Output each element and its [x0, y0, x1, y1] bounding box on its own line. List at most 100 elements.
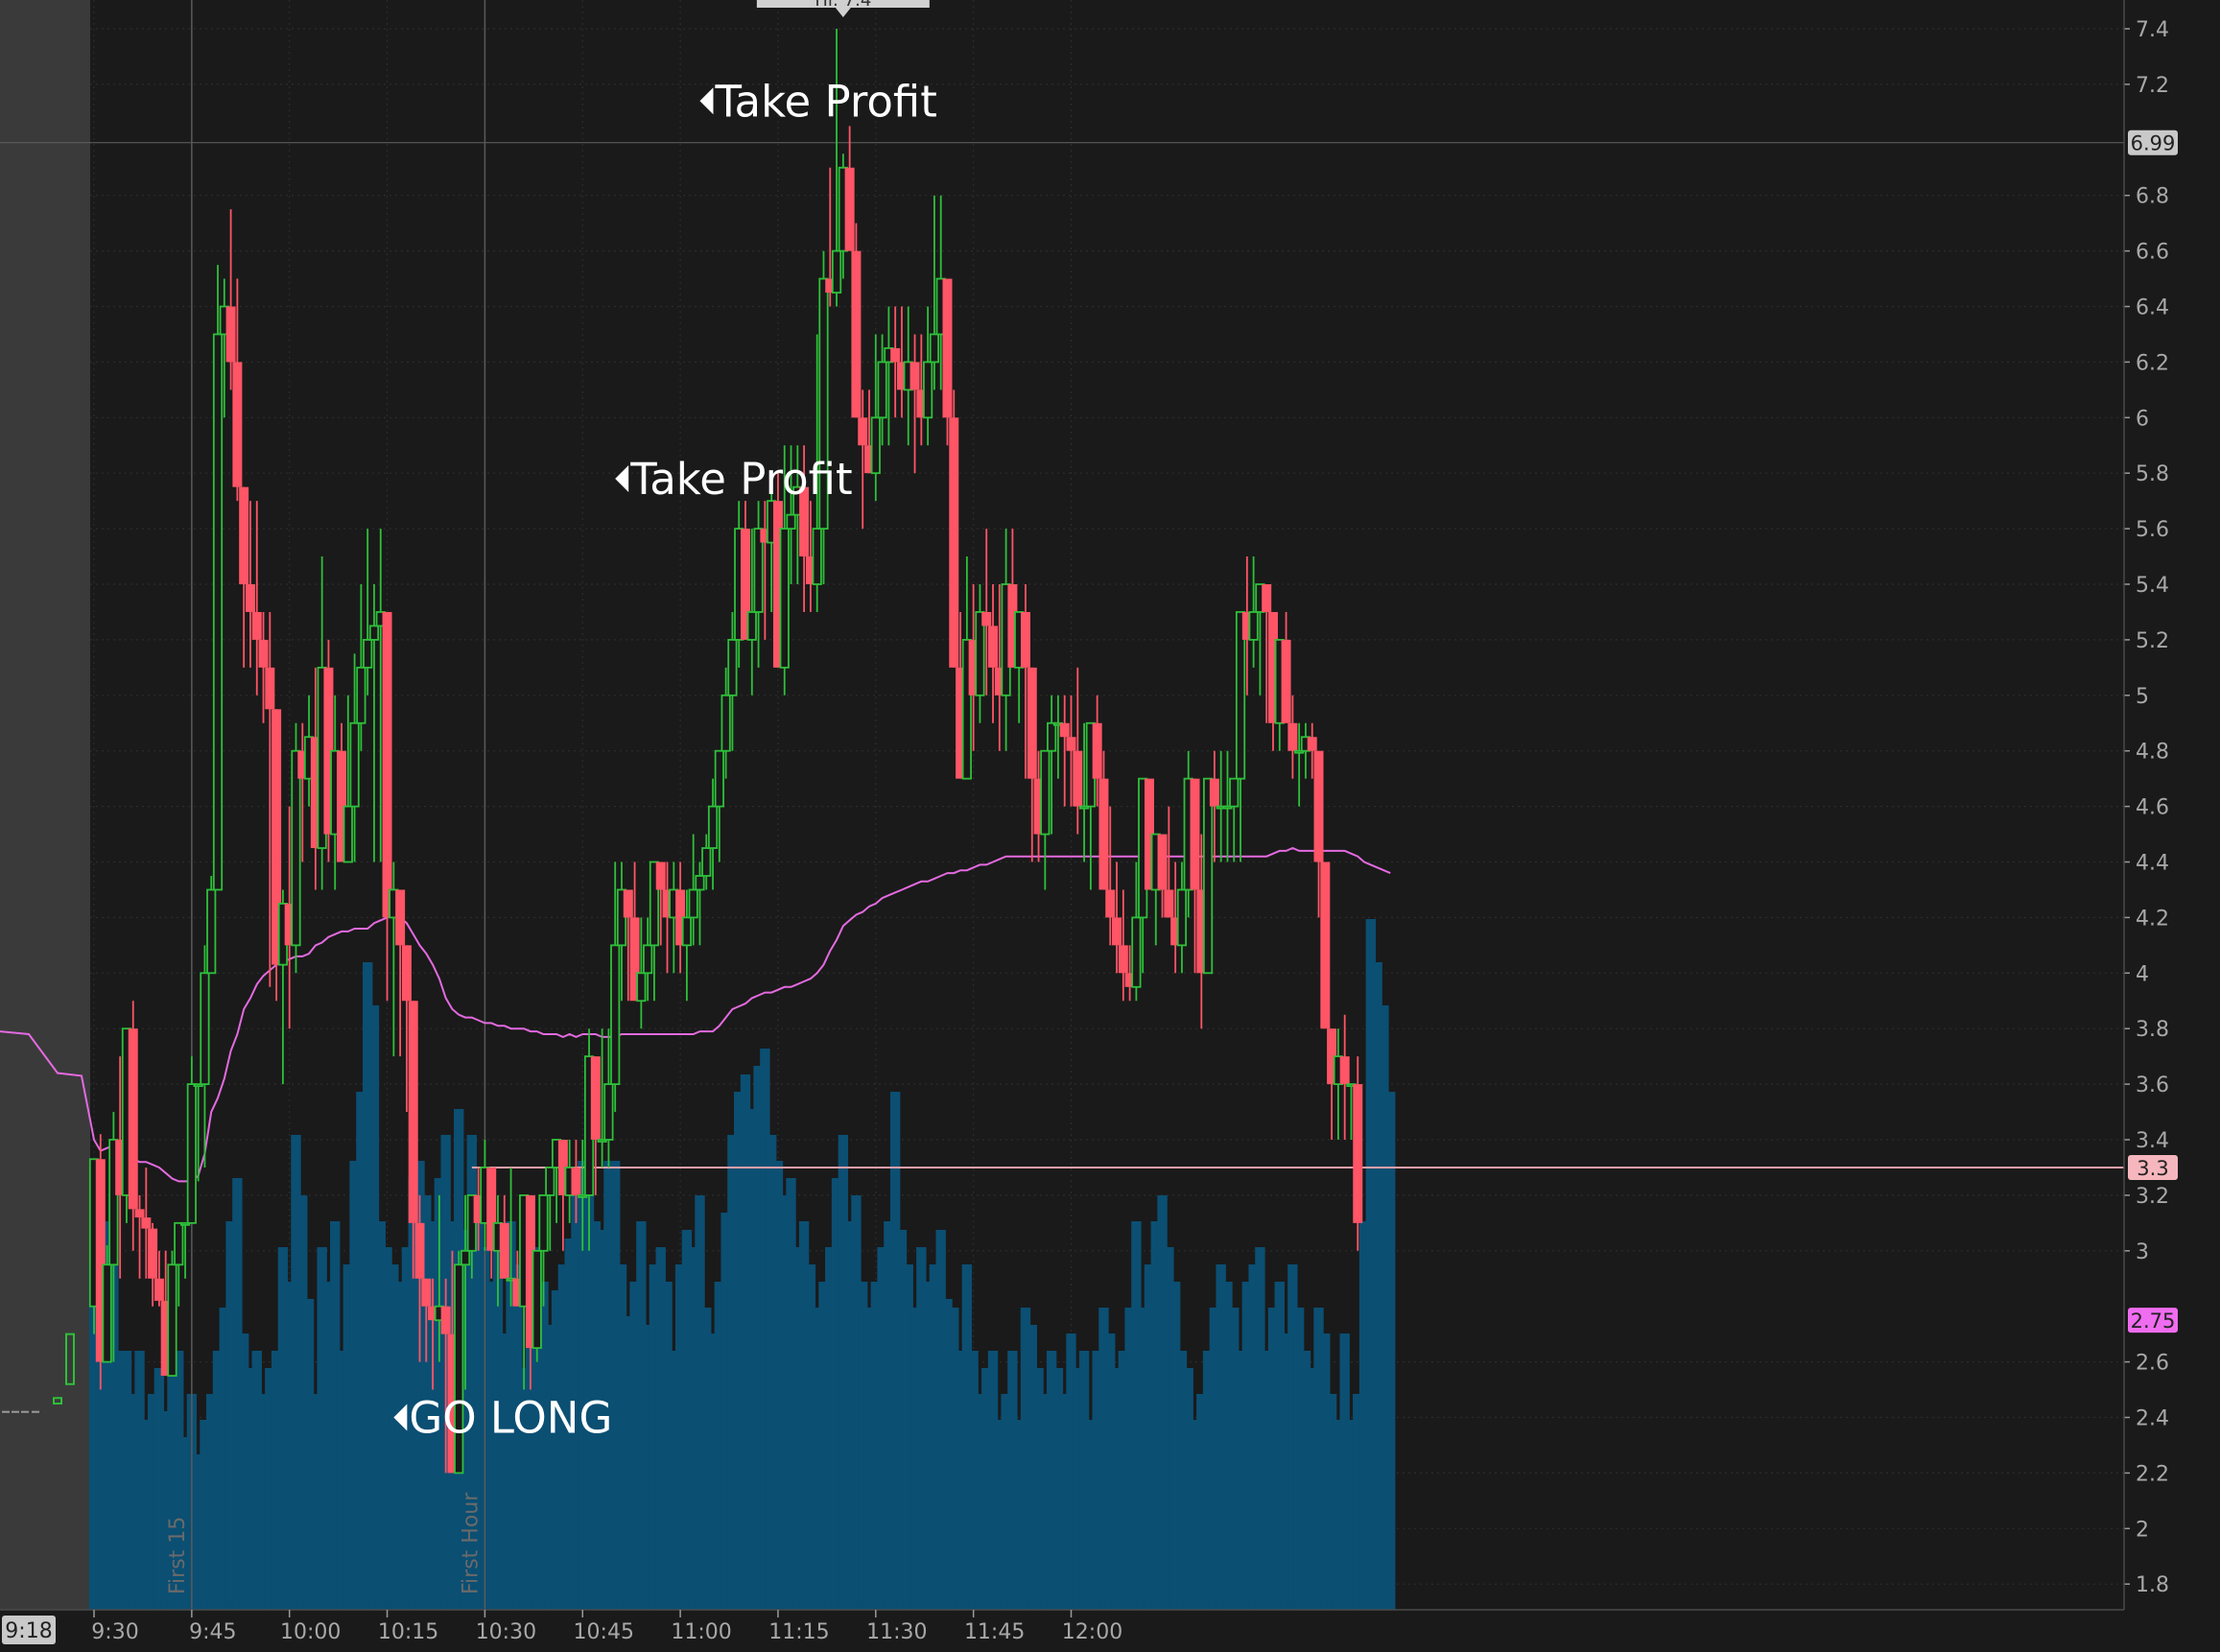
- candle-body-up[interactable]: [1047, 721, 1057, 752]
- candle-body-up[interactable]: [1202, 777, 1214, 975]
- candle-body-down[interactable]: [851, 250, 862, 418]
- candle-body-down[interactable]: [272, 709, 282, 965]
- candle-body-up[interactable]: [818, 277, 829, 530]
- candle-body-down[interactable]: [1353, 1084, 1363, 1223]
- candle-body-down[interactable]: [956, 667, 966, 779]
- candle-body-down[interactable]: [265, 667, 275, 710]
- candle-body-up[interactable]: [538, 1194, 549, 1252]
- candle-body-up[interactable]: [108, 1139, 119, 1266]
- candle-body-up[interactable]: [714, 749, 724, 808]
- candle-body-up[interactable]: [727, 639, 738, 696]
- candle-body-down[interactable]: [251, 611, 262, 640]
- candle-body-up[interactable]: [746, 611, 757, 641]
- candle-body-up[interactable]: [102, 1263, 112, 1363]
- candle-body-down[interactable]: [225, 306, 236, 363]
- candle-body-up[interactable]: [356, 666, 366, 724]
- candle-body-up[interactable]: [1294, 749, 1305, 754]
- candle-body-down[interactable]: [408, 1001, 418, 1223]
- candle-body-down[interactable]: [1073, 750, 1083, 807]
- candle-body-up[interactable]: [870, 416, 881, 475]
- candle-body-up[interactable]: [1040, 749, 1051, 836]
- candle-body-down[interactable]: [323, 667, 334, 835]
- candle-body-up[interactable]: [961, 639, 972, 780]
- candle-body-up[interactable]: [701, 847, 712, 877]
- candle-body-up[interactable]: [603, 1083, 614, 1141]
- candle-body-down[interactable]: [440, 1306, 451, 1334]
- candle-body-up[interactable]: [597, 1139, 607, 1143]
- candle-body-up[interactable]: [779, 528, 790, 669]
- candle-body-up[interactable]: [610, 944, 621, 1085]
- candle-body-up[interactable]: [707, 805, 719, 849]
- candle-body-up[interactable]: [342, 805, 353, 863]
- candle-body-down[interactable]: [428, 1306, 438, 1321]
- candle-body-down[interactable]: [1118, 945, 1128, 974]
- candle-body-down[interactable]: [337, 750, 347, 862]
- candle-body-down[interactable]: [1307, 737, 1317, 751]
- candle-body-down[interactable]: [128, 1028, 138, 1210]
- candle-body-down[interactable]: [896, 362, 907, 390]
- candle-body-up[interactable]: [460, 1249, 471, 1266]
- candle-body-down[interactable]: [284, 903, 295, 946]
- candle-body-down[interactable]: [232, 362, 243, 487]
- candle-body-down[interactable]: [1098, 778, 1109, 890]
- candle-body-down[interactable]: [395, 889, 406, 946]
- candle-body-down[interactable]: [1020, 611, 1030, 668]
- candle-body-down[interactable]: [629, 917, 640, 1002]
- candle-body-down[interactable]: [258, 639, 269, 668]
- candle-body-down[interactable]: [805, 556, 815, 584]
- candle-body-down[interactable]: [148, 1228, 158, 1279]
- candle-body-up[interactable]: [200, 972, 210, 1085]
- candle-body-down[interactable]: [447, 1333, 458, 1474]
- candle-body-down[interactable]: [1164, 889, 1174, 918]
- candle-body-down[interactable]: [297, 750, 308, 779]
- candle-body-up[interactable]: [167, 1263, 177, 1377]
- candle-body-down[interactable]: [994, 667, 1004, 696]
- candle-body-down[interactable]: [154, 1278, 164, 1301]
- candle-body-up[interactable]: [1131, 916, 1142, 988]
- candle-body-up[interactable]: [1248, 611, 1259, 641]
- candle-body-up[interactable]: [174, 1221, 184, 1266]
- candle-body-up[interactable]: [186, 1083, 197, 1224]
- candle-body-down[interactable]: [1066, 737, 1076, 751]
- candle-body-up[interactable]: [291, 749, 301, 947]
- candle-body-down[interactable]: [571, 1167, 581, 1195]
- candle-body-down[interactable]: [1313, 750, 1324, 862]
- candle-body-down[interactable]: [825, 278, 836, 294]
- candle-body-down[interactable]: [95, 1159, 106, 1362]
- candle-body-down[interactable]: [1059, 722, 1070, 738]
- candle-body-down[interactable]: [772, 501, 783, 668]
- candle-body-down[interactable]: [1287, 722, 1298, 751]
- candle-body-down[interactable]: [1339, 1056, 1350, 1085]
- candle-body-down[interactable]: [1190, 778, 1200, 890]
- candle-body-down[interactable]: [1267, 611, 1278, 723]
- candle-body-down[interactable]: [1144, 778, 1154, 890]
- candle-body-down[interactable]: [473, 1194, 484, 1223]
- candle-body-down[interactable]: [1007, 584, 1018, 668]
- candle-body-up[interactable]: [1176, 888, 1188, 947]
- candle-body-up[interactable]: [695, 875, 705, 891]
- candle-body-down[interactable]: [864, 445, 875, 474]
- candle-body-up[interactable]: [929, 333, 940, 364]
- candle-body-down[interactable]: [115, 1140, 126, 1195]
- candle-body-up[interactable]: [1229, 777, 1240, 808]
- candle-body-up[interactable]: [454, 1263, 464, 1475]
- candle-body-up[interactable]: [649, 861, 660, 947]
- candle-body-down[interactable]: [858, 417, 868, 446]
- candle-body-down[interactable]: [134, 1209, 145, 1218]
- candle-body-down[interactable]: [525, 1194, 535, 1349]
- candle-body-down[interactable]: [844, 167, 855, 251]
- candle-body-down[interactable]: [981, 611, 992, 626]
- candle-body-down[interactable]: [1112, 917, 1122, 946]
- candle-body-up[interactable]: [688, 888, 698, 919]
- candle-body-down[interactable]: [799, 486, 810, 557]
- candle-body-down[interactable]: [382, 611, 392, 918]
- candle-body-down[interactable]: [988, 625, 999, 668]
- candle-body-up[interactable]: [1078, 805, 1090, 810]
- candle-body-down[interactable]: [655, 861, 666, 890]
- candle-body-up[interactable]: [1222, 805, 1233, 810]
- candle-body-up[interactable]: [212, 333, 224, 891]
- candle-body-down[interactable]: [1105, 889, 1116, 918]
- candle-body-up[interactable]: [975, 611, 985, 696]
- candle-body-up[interactable]: [545, 1167, 555, 1196]
